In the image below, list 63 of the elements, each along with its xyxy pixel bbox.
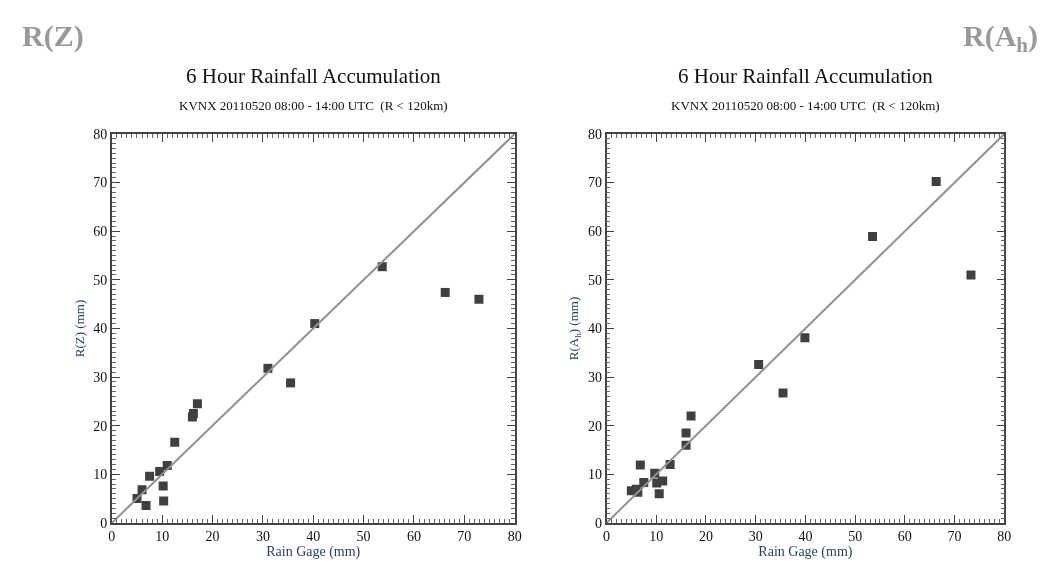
- y-tick-label: 30: [93, 369, 108, 385]
- x-tick-label: 10: [155, 529, 170, 545]
- x-tick-label: 80: [507, 529, 522, 545]
- x-tick-label: 50: [848, 529, 863, 545]
- point: [658, 476, 668, 486]
- point: [635, 460, 645, 470]
- y-tick-label: 50: [93, 272, 108, 288]
- y-tick-label: 30: [587, 369, 602, 385]
- point: [286, 378, 296, 388]
- y-tick-label: 80: [93, 126, 108, 142]
- text: R(Z): [22, 19, 84, 53]
- point: [170, 437, 180, 447]
- y-tick-label: 10: [93, 467, 108, 483]
- point: [868, 232, 878, 242]
- x-tick-label: 10: [649, 529, 664, 545]
- point: [800, 333, 810, 343]
- y-axis-title: R(Z) (mm): [71, 299, 87, 358]
- y-tick-label: 40: [587, 321, 602, 337]
- x-tick-label: 20: [205, 529, 220, 545]
- point: [654, 489, 664, 499]
- y-tick-label: 60: [93, 224, 108, 240]
- x-tick-label: 60: [406, 529, 421, 545]
- point: [681, 428, 691, 438]
- x-tick-label: 30: [748, 529, 763, 545]
- point: [440, 287, 450, 297]
- y-tick-label: 0: [594, 515, 602, 531]
- y-tick-label: 80: [587, 126, 602, 142]
- x-tick-label: 70: [947, 529, 962, 545]
- x-tick-label: 70: [457, 529, 472, 545]
- point: [778, 388, 788, 398]
- point: [966, 270, 976, 280]
- point: [931, 177, 941, 187]
- point: [158, 481, 168, 491]
- point: [141, 500, 151, 510]
- chart-title: 6 Hour Rainfall Accumulation: [186, 64, 442, 88]
- chart-subtitle: KVNX 20110520 08:00 - 14:00 UTC (R < 120km): [179, 98, 448, 113]
- y-tick-label: 50: [587, 272, 602, 288]
- x-tick-label: 40: [306, 529, 321, 545]
- point: [159, 496, 169, 506]
- y-tick-label: 60: [587, 224, 602, 240]
- y-tick-label: 10: [587, 467, 602, 483]
- y-tick-label: 40: [93, 321, 108, 337]
- point: [192, 399, 202, 409]
- point: [145, 471, 155, 481]
- x-tick-label: 50: [356, 529, 371, 545]
- text: R(A$_{h}$): [963, 19, 1039, 58]
- y-tick-label: 70: [587, 175, 602, 191]
- point: [474, 294, 484, 304]
- x-tick-label: 40: [798, 529, 813, 545]
- x-axis-title: Rain Gage (mm): [758, 544, 853, 561]
- point: [754, 359, 764, 369]
- x-tick-label: 60: [897, 529, 912, 545]
- x-tick-label: 80: [997, 529, 1012, 545]
- x-tick-label: 30: [255, 529, 270, 545]
- chart-subtitle: KVNX 20110520 08:00 - 14:00 UTC (R < 120km): [671, 98, 940, 113]
- y-tick-label: 20: [93, 418, 108, 434]
- x-tick-label: 20: [698, 529, 713, 545]
- x-axis-title: Rain Gage (mm): [266, 544, 361, 561]
- y-tick-label: 20: [587, 418, 602, 434]
- y-tick-label: 0: [100, 515, 108, 531]
- chart-title: 6 Hour Rainfall Accumulation: [678, 64, 934, 88]
- y-tick-label: 70: [93, 175, 108, 191]
- point: [686, 411, 696, 421]
